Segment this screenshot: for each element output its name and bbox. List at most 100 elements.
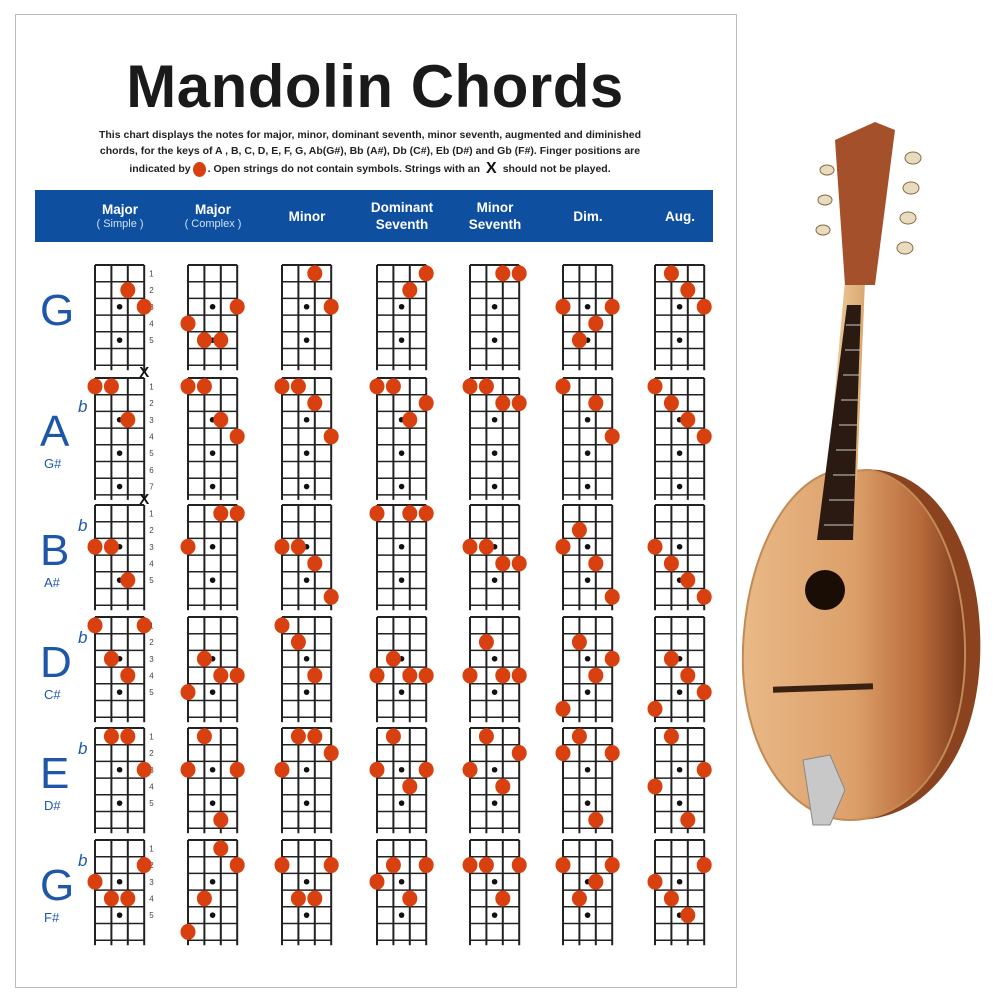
inlay-dot [303, 689, 310, 695]
finger-position [604, 650, 620, 667]
sound-hole [805, 570, 845, 610]
inlay-dot [491, 416, 498, 423]
finger-position [462, 857, 478, 874]
fret-number: 3 [149, 766, 154, 775]
chord-diagram [274, 839, 339, 946]
column-header-label: Dominant [370, 200, 434, 215]
finger-position [369, 505, 385, 522]
finger-position [290, 378, 306, 395]
column-header-0: Major( Simple ) [74, 190, 166, 242]
mandolin-body [741, 468, 967, 822]
finger-position [696, 298, 712, 315]
enharmonic-label: F# [44, 910, 60, 926]
mandolin-image [741, 122, 981, 826]
description-line-2: chords, for the keys of A , B, C, D, E, … [99, 145, 641, 157]
fret-number: 1 [149, 621, 154, 630]
chord-diagram [274, 377, 339, 500]
finger-position [571, 332, 587, 349]
chord-diagram [555, 377, 620, 500]
finger-position [555, 700, 571, 717]
finger-position [680, 572, 696, 589]
inlay-dot [209, 543, 216, 550]
finger-position [588, 667, 604, 684]
inlay-dot [676, 483, 683, 490]
inlay-dot [491, 337, 498, 343]
finger-position [478, 728, 494, 745]
chord-diagram [469, 264, 527, 371]
finger-position [604, 588, 620, 605]
chord-diagram [555, 839, 620, 946]
finger-position [87, 617, 103, 634]
finger-position [180, 378, 196, 395]
finger-position [555, 298, 571, 315]
inlay-dot [398, 303, 405, 310]
chord-diagram [274, 727, 339, 834]
chord-diagram [180, 377, 245, 500]
inlay-dot [491, 303, 498, 310]
finger-position [555, 538, 571, 555]
fret-number: 3 [149, 878, 154, 887]
inlay-dot [491, 577, 498, 583]
column-header-2: Minor [261, 190, 353, 242]
finger-position [180, 761, 196, 778]
finger-position [647, 378, 663, 395]
tuning-pegs [815, 151, 922, 255]
inlay-dot [303, 655, 310, 662]
chord-diagram [555, 264, 620, 371]
column-header-label: Major [194, 202, 231, 217]
inlay-dot [491, 450, 498, 456]
finger-position [385, 378, 401, 395]
inlay-dot [584, 912, 591, 918]
finger-position [385, 857, 401, 874]
muted-string-x: X [139, 491, 149, 508]
finger-position [555, 857, 571, 874]
finger-position [229, 857, 245, 874]
finger-position [402, 890, 418, 907]
finger-position [663, 265, 679, 282]
inlay-dot [398, 800, 405, 806]
finger-position [478, 538, 494, 555]
finger-position [196, 728, 212, 745]
chord-diagram [647, 377, 712, 500]
finger-position [418, 857, 434, 874]
finger-position [307, 890, 323, 907]
inlay-dot [209, 483, 216, 490]
finger-position [696, 428, 712, 445]
finger-position [588, 811, 604, 828]
finger-position [511, 857, 527, 874]
column-header-sub: ( Simple ) [96, 218, 144, 230]
chord-diagram [180, 616, 245, 723]
finger-position [571, 522, 587, 539]
finger-position [307, 728, 323, 745]
fret-number: 4 [149, 671, 154, 680]
finger-position [647, 778, 663, 795]
inlay-dot [116, 450, 123, 456]
column-header-sub: ( Complex ) [184, 218, 242, 230]
finger-position [495, 265, 511, 282]
fret-number: 4 [149, 559, 154, 568]
inlay-dot [584, 766, 591, 773]
inlay-dot [209, 878, 216, 885]
column-header-label: Aug. [665, 208, 695, 224]
inlay-dot [303, 577, 310, 583]
finger-position [604, 298, 620, 315]
finger-position [604, 745, 620, 762]
inlay-dot [209, 912, 216, 918]
inlay-dot [398, 689, 405, 695]
inlay-dot [584, 450, 591, 456]
finger-position [511, 745, 527, 762]
inlay-dot [303, 766, 310, 773]
flat-sign: b [78, 851, 88, 871]
key-letter: G [40, 861, 75, 911]
finger-position [588, 873, 604, 890]
finger-position [274, 761, 290, 778]
chord-diagram [369, 616, 434, 723]
inlay-dot [209, 766, 216, 773]
fret-number: 1 [149, 382, 154, 391]
finger-position [495, 667, 511, 684]
inlay-dot [209, 450, 216, 456]
inlay-dot [116, 878, 123, 885]
finger-position [323, 857, 339, 874]
finger-position [495, 890, 511, 907]
finger-position [680, 667, 696, 684]
